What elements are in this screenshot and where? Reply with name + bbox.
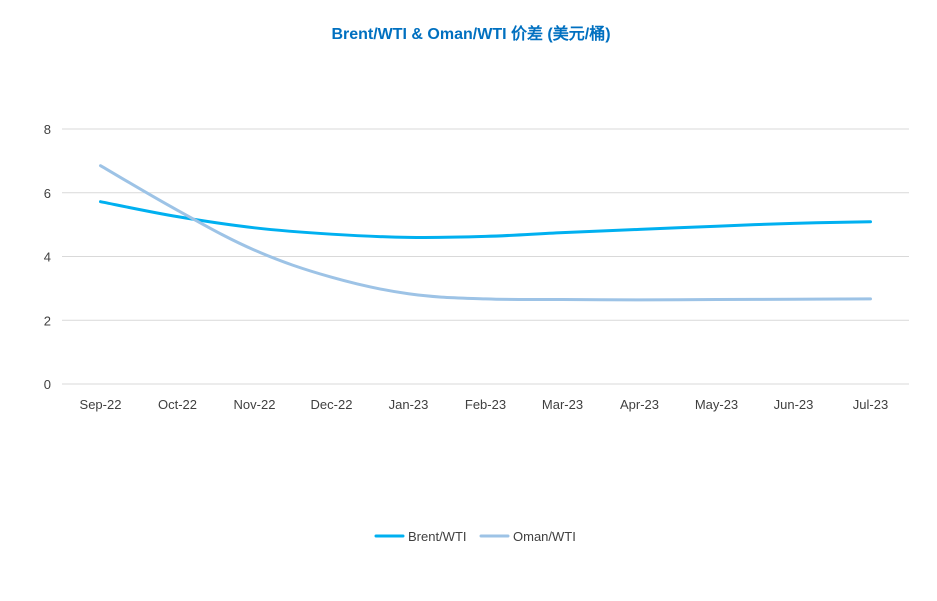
series-line-oman-wti	[99, 164, 872, 302]
y-tick-label: 8	[44, 122, 51, 137]
y-axis-ticks: 0 2 4 6 8	[44, 122, 51, 392]
x-tick-label: Nov-22	[234, 397, 276, 412]
x-tick-label: Feb-23	[465, 397, 506, 412]
x-tick-label: Jul-23	[853, 397, 888, 412]
legend-label: Brent/WTI	[408, 529, 467, 544]
x-tick-label: May-23	[695, 397, 738, 412]
x-tick-label: Apr-23	[620, 397, 659, 412]
y-tick-label: 6	[44, 186, 51, 201]
x-axis-ticks: Sep-22 Oct-22 Nov-22 Dec-22 Jan-23 Feb-23 Mar-…	[80, 397, 889, 412]
x-tick-label: Jan-23	[389, 397, 429, 412]
y-tick-label: 4	[44, 250, 51, 265]
x-tick-label: Mar-23	[542, 397, 583, 412]
series-lines	[99, 164, 872, 302]
y-tick-label: 0	[44, 377, 51, 392]
legend-label: Oman/WTI	[513, 529, 576, 544]
y-tick-label: 2	[44, 313, 51, 328]
series-line-brent-wti	[99, 200, 872, 240]
x-tick-label: Dec-22	[311, 397, 353, 412]
x-tick-label: Oct-22	[158, 397, 197, 412]
gridlines	[62, 128, 909, 385]
chart-title: Brent/WTI & Oman/WTI 价差 (美元/桶)	[331, 24, 610, 43]
x-tick-label: Jun-23	[774, 397, 814, 412]
legend: Brent/WTI Oman/WTI	[374, 529, 576, 544]
x-tick-label: Sep-22	[80, 397, 122, 412]
